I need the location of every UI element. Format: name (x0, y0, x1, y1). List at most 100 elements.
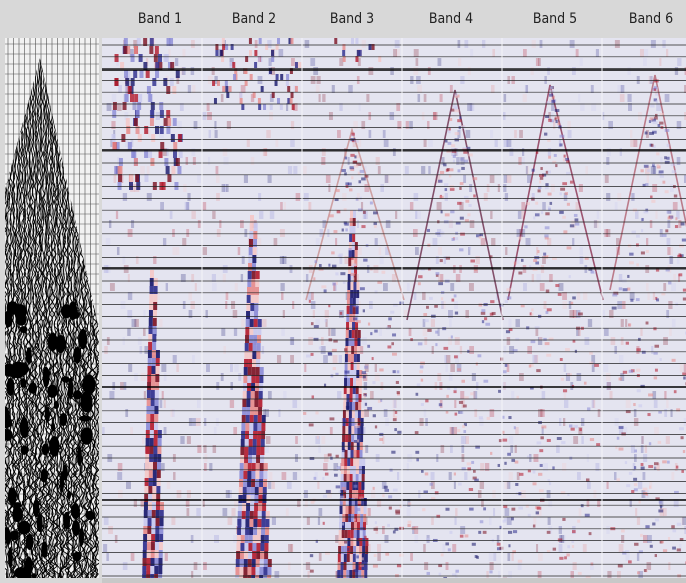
amplitude-cell (539, 174, 544, 177)
wiggle-blob (10, 530, 19, 540)
amplitude-cell (426, 306, 429, 309)
amplitude-cell (634, 449, 637, 452)
amplitude-cell (479, 236, 482, 239)
amplitude-cell (360, 426, 363, 434)
amplitude-cell (249, 50, 252, 56)
amplitude-cell (508, 531, 512, 534)
amplitude-cell (277, 355, 281, 363)
amplitude-cell (391, 342, 394, 345)
amplitude-cell (348, 248, 351, 251)
amplitude-cell (257, 431, 261, 439)
amplitude-cell (246, 415, 250, 423)
amplitude-cell (305, 40, 310, 48)
amplitude-cell (453, 160, 455, 163)
amplitude-cell (251, 471, 255, 479)
amplitude-cell (233, 427, 237, 435)
amplitude-cell (295, 436, 298, 444)
amplitude-cell (382, 526, 385, 534)
amplitude-cell (553, 548, 556, 551)
amplitude-cell (445, 364, 447, 372)
amplitude-cell (113, 102, 117, 110)
amplitude-cell (346, 330, 349, 338)
amplitude-cell (680, 364, 683, 372)
amplitude-cell (250, 415, 254, 423)
amplitude-cell (662, 460, 667, 463)
amplitude-cell (151, 382, 155, 390)
amplitude-cell (241, 535, 245, 543)
amplitude-cell (417, 85, 422, 93)
amplitude-cell (261, 535, 265, 543)
amplitude-cell (578, 94, 580, 102)
amplitude-cell (683, 450, 685, 453)
wiggle-blob (20, 417, 29, 438)
amplitude-cell (253, 439, 257, 447)
amplitude-cell (415, 211, 417, 219)
amplitude-cell (263, 487, 267, 495)
amplitude-cell (135, 174, 139, 182)
amplitude-cell (198, 220, 201, 228)
amplitude-cell (347, 394, 350, 402)
amplitude-cell (614, 346, 617, 354)
amplitude-cell (164, 373, 167, 381)
amplitude-cell (216, 418, 219, 426)
amplitude-cell (490, 130, 493, 138)
amplitude-cell (469, 283, 474, 291)
amplitude-cell (345, 434, 348, 442)
amplitude-cell (262, 503, 266, 511)
amplitude-cell (641, 218, 643, 221)
amplitude-cell (567, 373, 572, 376)
amplitude-cell (617, 437, 620, 440)
band-label: Band 1 (138, 11, 182, 27)
amplitude-cell (252, 367, 256, 375)
amplitude-cell (146, 422, 150, 430)
amplitude-cell (670, 409, 672, 417)
amplitude-cell (349, 506, 352, 514)
amplitude-cell (359, 474, 362, 482)
amplitude-cell (567, 545, 570, 548)
amplitude-cell (352, 234, 355, 242)
amplitude-cell (156, 350, 160, 358)
amplitude-cell (470, 220, 475, 228)
amplitude-cell (123, 193, 127, 201)
amplitude-cell (347, 282, 350, 290)
amplitude-cell (290, 139, 295, 147)
amplitude-cell (643, 472, 646, 480)
amplitude-cell (414, 49, 419, 57)
amplitude-cell (148, 486, 152, 494)
amplitude-cell (462, 425, 465, 428)
amplitude-cell (254, 399, 258, 407)
amplitude-cell (340, 570, 343, 578)
amplitude-cell (368, 323, 370, 326)
amplitude-cell (573, 562, 577, 570)
wiggle-blob (61, 304, 72, 318)
amplitude-cell (350, 562, 353, 570)
amplitude-cell (126, 126, 130, 134)
amplitude-cell (126, 118, 130, 126)
amplitude-cell (360, 287, 365, 290)
amplitude-cell (159, 542, 163, 550)
amplitude-cell (375, 521, 377, 524)
amplitude-cell (342, 229, 344, 232)
amplitude-cell (310, 457, 315, 460)
amplitude-cell (325, 473, 329, 476)
amplitude-cell (593, 490, 596, 498)
amplitude-cell (352, 242, 355, 250)
amplitude-cell (635, 211, 639, 219)
amplitude-cell (250, 511, 254, 519)
wiggle-blob (14, 567, 26, 578)
amplitude-cell (350, 166, 355, 169)
amplitude-cell (535, 202, 538, 205)
amplitude-cell (598, 409, 601, 417)
amplitude-cell (107, 337, 110, 345)
amplitude-cell (350, 394, 353, 402)
amplitude-cell (361, 410, 364, 418)
amplitude-cell (353, 458, 356, 466)
amplitude-cell (493, 553, 496, 561)
amplitude-cell (549, 482, 551, 485)
amplitude-cell (527, 346, 532, 354)
amplitude-cell (345, 156, 348, 159)
amplitude-cell (484, 193, 488, 201)
amplitude-cell (641, 436, 643, 444)
amplitude-cell (448, 310, 453, 318)
amplitude-cell (341, 458, 344, 466)
